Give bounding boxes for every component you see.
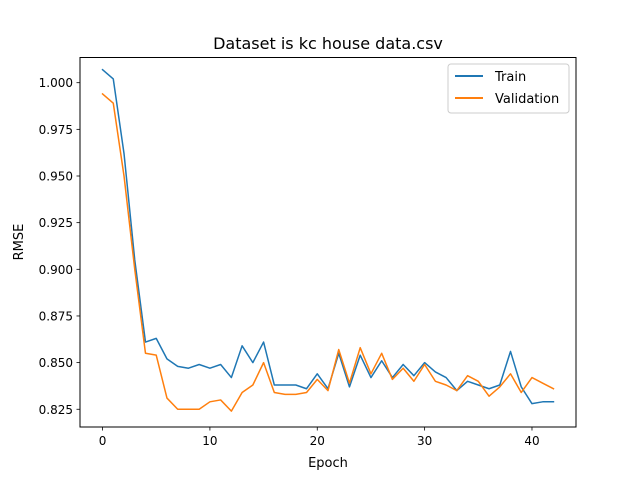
legend-validation-label: Validation (495, 92, 559, 107)
x-tick-label: 40 (524, 434, 539, 448)
y-tick-label: 0.850 (39, 356, 73, 370)
y-axis-label: RMSE (12, 224, 27, 261)
y-tick-label: 0.875 (39, 309, 73, 323)
plot-frame (79, 57, 577, 428)
y-tick-label: 0.925 (39, 216, 73, 230)
y-tick-label: 1.000 (39, 76, 73, 90)
x-tick-label: 20 (310, 434, 325, 448)
x-axis: 0 10 20 30 40 (99, 427, 540, 448)
x-tick-label: 30 (417, 434, 432, 448)
y-tick-label: 0.975 (39, 123, 73, 137)
x-tick-label: 10 (202, 434, 217, 448)
series-line-validation (101, 92, 555, 412)
x-tick-label: 0 (99, 434, 107, 448)
plot-area (101, 68, 555, 412)
y-tick-label: 0.825 (39, 403, 73, 417)
y-tick-label: 0.950 (39, 170, 73, 184)
legend: Train Validation (447, 63, 570, 114)
x-axis-label: Epoch (308, 456, 348, 471)
chart-title: Dataset is kc house data.csv (213, 34, 443, 53)
y-axis: 0.825 0.850 0.875 0.900 0.925 0.950 0.975 1.000 (39, 76, 80, 417)
y-tick-label: 0.900 (39, 263, 73, 277)
legend-train-label: Train (494, 70, 526, 85)
